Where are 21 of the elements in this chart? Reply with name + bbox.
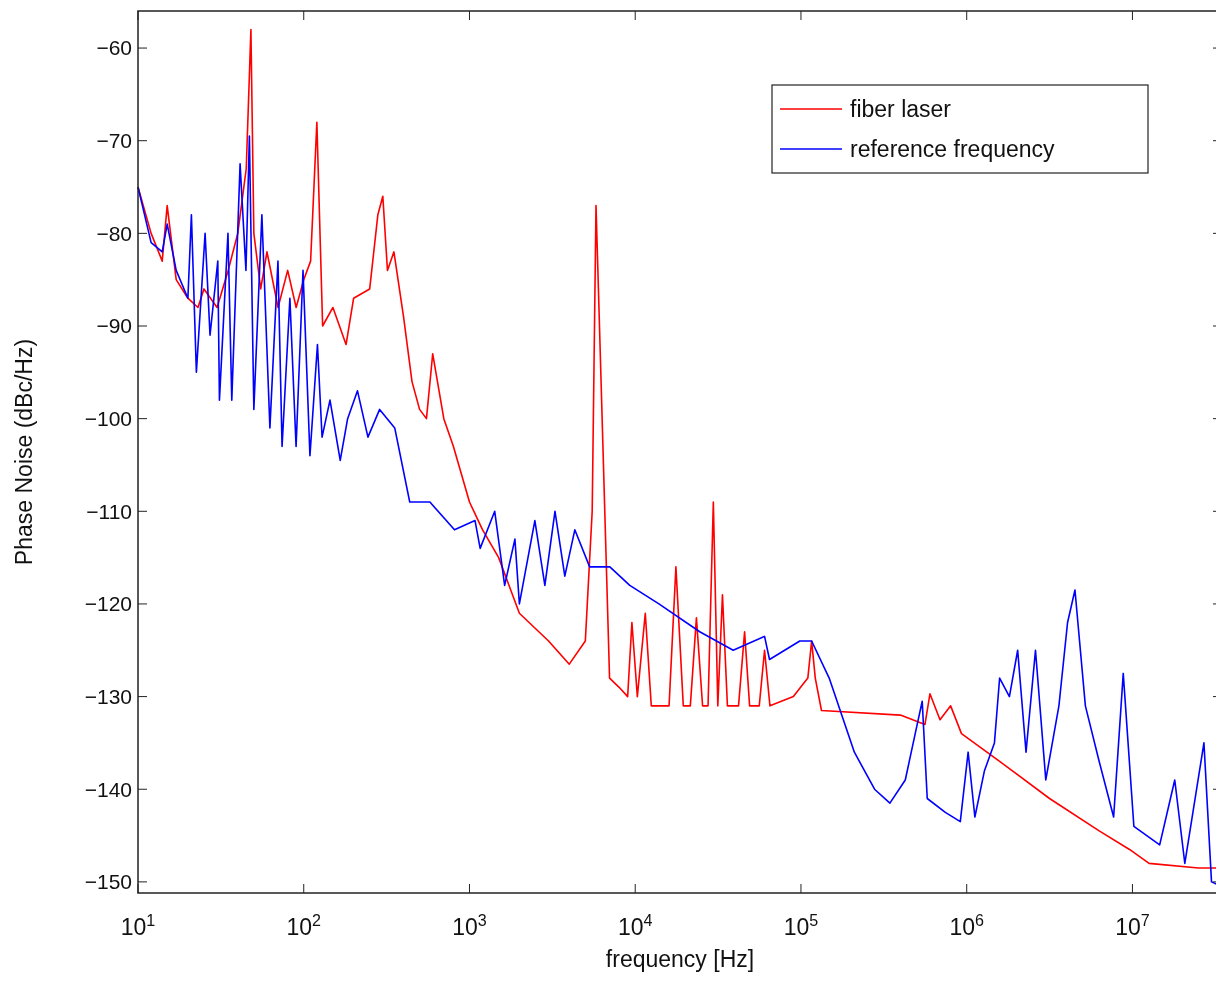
y-tick-label: −150 [84,870,132,894]
y-tick-label: −130 [84,684,132,708]
y-tick-label: −120 [84,592,132,616]
y-tick-label: −90 [96,314,132,338]
x-tick-label: 10$^{3}$ [452,911,487,940]
x-tick-label: 10$^{5}$ [783,911,819,940]
y-tick-label: −60 [96,36,132,60]
y-tick-label: −80 [96,221,132,245]
y-axis-title: Phase Noise (dBc/Hz) [11,338,37,566]
legend-label: reference frequency [850,136,1056,163]
x-tick-label: 10$^{6}$ [949,911,985,940]
legend-label: fiber laser [850,96,952,123]
x-tick-label: 10$^{4}$ [617,911,653,940]
y-tick-label: −110 [86,499,132,523]
y-tick-label: −140 [84,777,132,801]
x-tick-label: 10$^{2}$ [286,911,322,940]
y-tick-label: −100 [84,407,132,430]
x-tick-label: 10$^{7}$ [1115,911,1150,940]
y-tick-label: −70 [96,129,132,153]
x-axis-title: frequency [Hz] [605,946,755,972]
x-tick-label: 10$^{1}$ [120,911,156,940]
